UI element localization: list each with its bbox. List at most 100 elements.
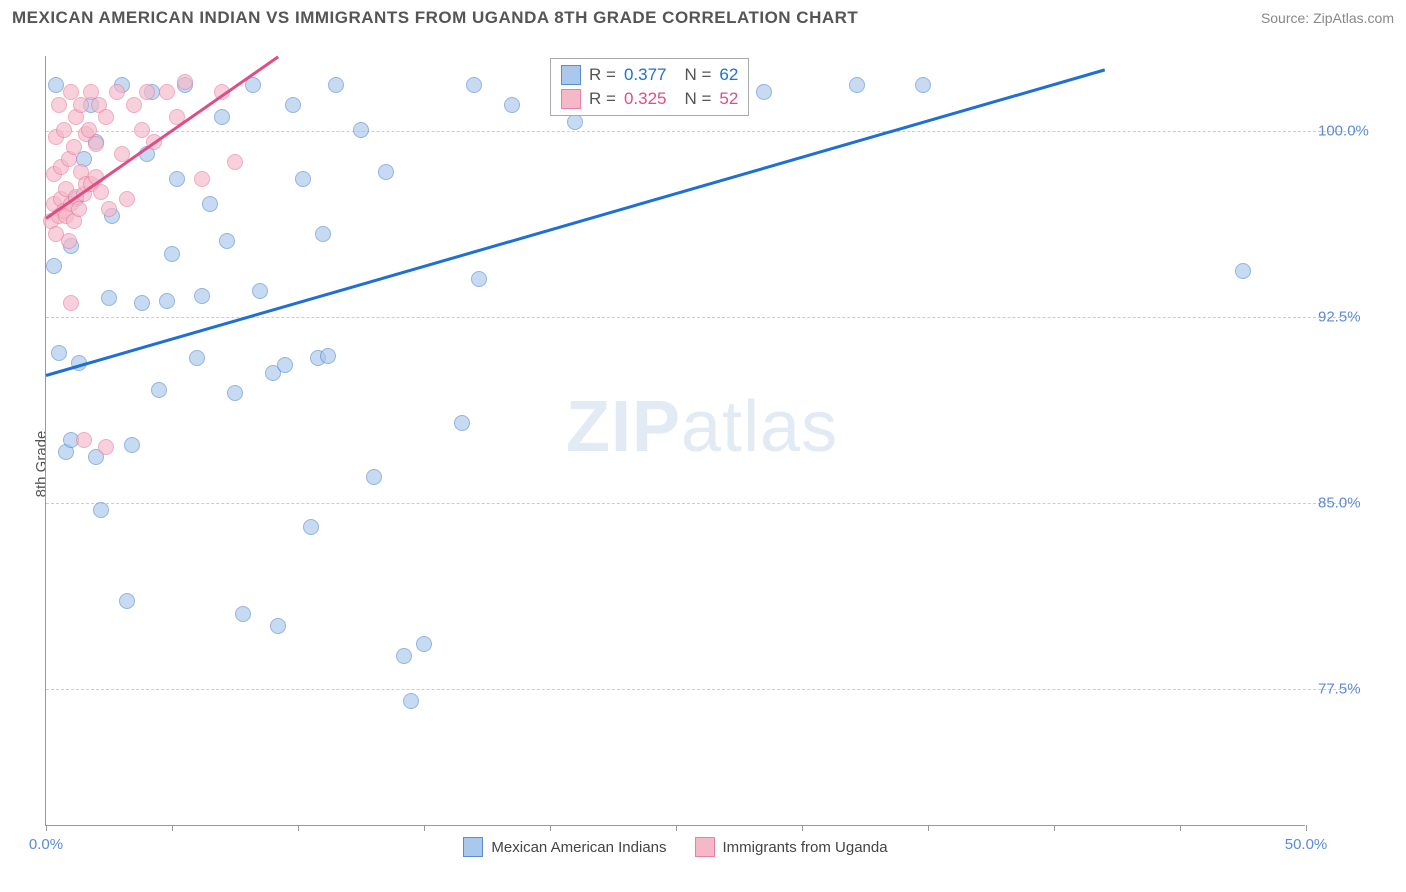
scatter-point — [109, 84, 125, 100]
scatter-point — [227, 385, 243, 401]
chart-container: 8th Grade ZIPatlas 77.5%85.0%92.5%100.0%… — [0, 36, 1406, 892]
scatter-point — [51, 345, 67, 361]
legend-swatch — [695, 837, 715, 857]
scatter-point — [119, 593, 135, 609]
x-tick — [424, 825, 425, 831]
scatter-point — [915, 77, 931, 93]
scatter-point — [81, 122, 97, 138]
scatter-point — [466, 77, 482, 93]
chart-title: MEXICAN AMERICAN INDIAN VS IMMIGRANTS FR… — [12, 8, 1261, 28]
scatter-point — [756, 84, 772, 100]
scatter-point — [315, 226, 331, 242]
scatter-point — [98, 109, 114, 125]
scatter-point — [134, 295, 150, 311]
scatter-point — [227, 154, 243, 170]
legend-swatch — [463, 837, 483, 857]
scatter-point — [189, 350, 205, 366]
x-tick — [1054, 825, 1055, 831]
x-tick — [802, 825, 803, 831]
scatter-point — [295, 171, 311, 187]
scatter-point — [159, 84, 175, 100]
scatter-point — [366, 469, 382, 485]
legend-item: Mexican American Indians — [463, 837, 666, 857]
legend-row: R =0.325N =52 — [561, 87, 738, 111]
scatter-point — [101, 290, 117, 306]
scatter-point — [396, 648, 412, 664]
scatter-point — [277, 357, 293, 373]
y-tick-label: 85.0% — [1318, 495, 1361, 512]
gridline — [46, 689, 1356, 690]
y-tick-label: 100.0% — [1318, 122, 1369, 139]
scatter-point — [214, 109, 230, 125]
scatter-point — [169, 171, 185, 187]
scatter-point — [134, 122, 150, 138]
x-tick — [928, 825, 929, 831]
scatter-point — [126, 97, 142, 113]
scatter-point — [56, 122, 72, 138]
scatter-point — [471, 271, 487, 287]
scatter-point — [416, 636, 432, 652]
scatter-point — [139, 84, 155, 100]
legend-label: Mexican American Indians — [491, 839, 666, 856]
scatter-point — [88, 136, 104, 152]
gridline — [46, 503, 1356, 504]
x-tick — [1306, 825, 1307, 831]
series-legend: Mexican American Indians Immigrants from … — [46, 837, 1305, 857]
scatter-point — [177, 74, 193, 90]
scatter-point — [164, 246, 180, 262]
legend-item: Immigrants from Uganda — [695, 837, 888, 857]
x-tick — [550, 825, 551, 831]
scatter-point — [93, 184, 109, 200]
scatter-point — [320, 348, 336, 364]
scatter-point — [151, 382, 167, 398]
scatter-point — [285, 97, 301, 113]
gridline — [46, 131, 1356, 132]
scatter-point — [235, 606, 251, 622]
scatter-point — [328, 77, 344, 93]
scatter-point — [219, 233, 235, 249]
scatter-point — [63, 295, 79, 311]
scatter-point — [194, 171, 210, 187]
scatter-point — [378, 164, 394, 180]
x-tick — [1180, 825, 1181, 831]
scatter-point — [194, 288, 210, 304]
scatter-point — [567, 114, 583, 130]
y-tick-label: 92.5% — [1318, 308, 1361, 325]
correlation-legend: R =0.377N =62R =0.325N =52 — [550, 58, 749, 116]
scatter-point — [76, 432, 92, 448]
scatter-point — [849, 77, 865, 93]
x-tick — [46, 825, 47, 831]
x-tick — [298, 825, 299, 831]
scatter-point — [71, 201, 87, 217]
scatter-point — [51, 97, 67, 113]
scatter-point — [252, 283, 268, 299]
scatter-point — [454, 415, 470, 431]
legend-swatch — [561, 89, 581, 109]
scatter-point — [98, 439, 114, 455]
x-tick — [676, 825, 677, 831]
scatter-point — [124, 437, 140, 453]
legend-label: Immigrants from Uganda — [723, 839, 888, 856]
watermark: ZIPatlas — [566, 386, 838, 468]
scatter-point — [303, 519, 319, 535]
y-tick-label: 77.5% — [1318, 681, 1361, 698]
scatter-point — [46, 258, 62, 274]
legend-swatch — [561, 65, 581, 85]
x-tick — [172, 825, 173, 831]
scatter-point — [61, 233, 77, 249]
scatter-point — [101, 201, 117, 217]
scatter-point — [159, 293, 175, 309]
scatter-point — [1235, 263, 1251, 279]
scatter-point — [353, 122, 369, 138]
scatter-point — [202, 196, 218, 212]
plot-area: ZIPatlas 77.5%85.0%92.5%100.0%0.0%50.0%R… — [45, 56, 1305, 826]
legend-row: R =0.377N =62 — [561, 63, 738, 87]
scatter-point — [504, 97, 520, 113]
scatter-point — [66, 139, 82, 155]
scatter-point — [48, 77, 64, 93]
source-credit: Source: ZipAtlas.com — [1261, 10, 1394, 26]
scatter-point — [93, 502, 109, 518]
scatter-point — [270, 618, 286, 634]
scatter-point — [403, 693, 419, 709]
scatter-point — [119, 191, 135, 207]
